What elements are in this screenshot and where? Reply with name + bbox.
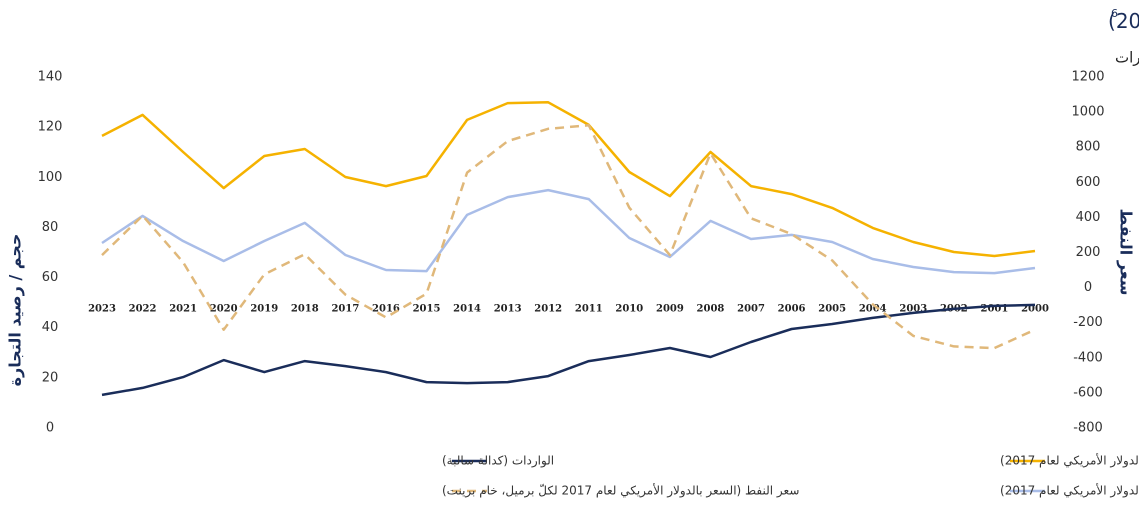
series-line — [101, 303, 1036, 397]
x-tick-label: 2011 — [575, 304, 603, 315]
y2-tick-label: -400 — [1073, 350, 1103, 365]
x-tick-label: 2014 — [453, 304, 481, 315]
y2-tick-label: 1200 — [1071, 70, 1104, 85]
y-tick-label: 0 — [46, 421, 54, 436]
legend-label: صادرات السلع من دول مجلس التعاون الخليجي… — [1000, 453, 1139, 469]
x-tick-label: 2017 — [331, 304, 359, 315]
x-tick-label: 2009 — [656, 304, 684, 315]
series-line — [101, 188, 1036, 275]
y2-tick-label: 200 — [1076, 245, 1101, 260]
y-tick-label: 20 — [42, 370, 59, 385]
chart-title: الرسم البياني 1: تطوّر تجارة مجلس التعاو… — [1108, 9, 1139, 34]
y2-tick-label: 600 — [1076, 175, 1101, 190]
y-tick-label: 100 — [38, 170, 63, 185]
y2-tick-label: -800 — [1073, 421, 1103, 436]
y2-tick-label: 400 — [1076, 210, 1101, 225]
y2-tick-label: 1000 — [1071, 105, 1104, 120]
title-note: 6 — [1111, 7, 1118, 20]
x-tick-label: 2020 — [210, 304, 238, 315]
y-tick-label: 80 — [42, 220, 59, 235]
x-tick-label: 2015 — [413, 304, 441, 315]
y2-tick-label: 800 — [1076, 140, 1101, 155]
x-tick-label: 2000 — [1021, 304, 1049, 315]
y2-tick-label: -600 — [1073, 385, 1103, 400]
x-tick-label: 2008 — [697, 304, 725, 315]
y2-unit: مليارات — [1115, 49, 1139, 67]
title-text: الرسم البياني 1: تطوّر تجارة مجلس التعاو… — [1108, 9, 1139, 34]
y2-tick-label: -200 — [1073, 315, 1103, 330]
series-line — [101, 101, 1036, 258]
x-tick-label: 2003 — [899, 304, 927, 315]
legend-label: ميزان تجارة السلع بين مجلس التعاون الخلي… — [1000, 483, 1139, 499]
x-tick-label: 2006 — [778, 304, 806, 315]
y-tick-label: 40 — [42, 320, 59, 335]
y2-tick-label: 0 — [1084, 280, 1092, 295]
x-tick-label: 2004 — [859, 304, 887, 315]
y-tick-label: 140 — [38, 70, 63, 85]
y-tick-label: 120 — [38, 120, 63, 135]
x-tick-label: 2022 — [129, 304, 157, 315]
x-tick-label: 2021 — [169, 304, 197, 315]
legend-label: سعر النفط (السعر بالدولار الأمريكي لعام … — [442, 483, 799, 499]
x-tick-label: 2001 — [981, 304, 1009, 315]
y-axis-label: حجم / رصيد التجارة — [6, 234, 25, 387]
x-tick-label: 2005 — [818, 304, 846, 315]
legend-label: الواردات (كدالة سالبة) — [442, 454, 554, 469]
x-tick-label: 2010 — [615, 304, 643, 315]
x-tick-label: 2019 — [250, 304, 278, 315]
x-tick-label: 2018 — [291, 304, 319, 315]
y-tick-label: 60 — [42, 270, 59, 285]
x-tick-label: 2012 — [534, 304, 562, 315]
x-tick-label: 2013 — [494, 304, 522, 315]
x-tick-label: 2007 — [737, 304, 765, 315]
x-tick-label: 2023 — [88, 304, 116, 315]
y2-axis-label: سعر النفط — [1117, 209, 1136, 296]
x-tick-label: 2016 — [372, 304, 400, 315]
